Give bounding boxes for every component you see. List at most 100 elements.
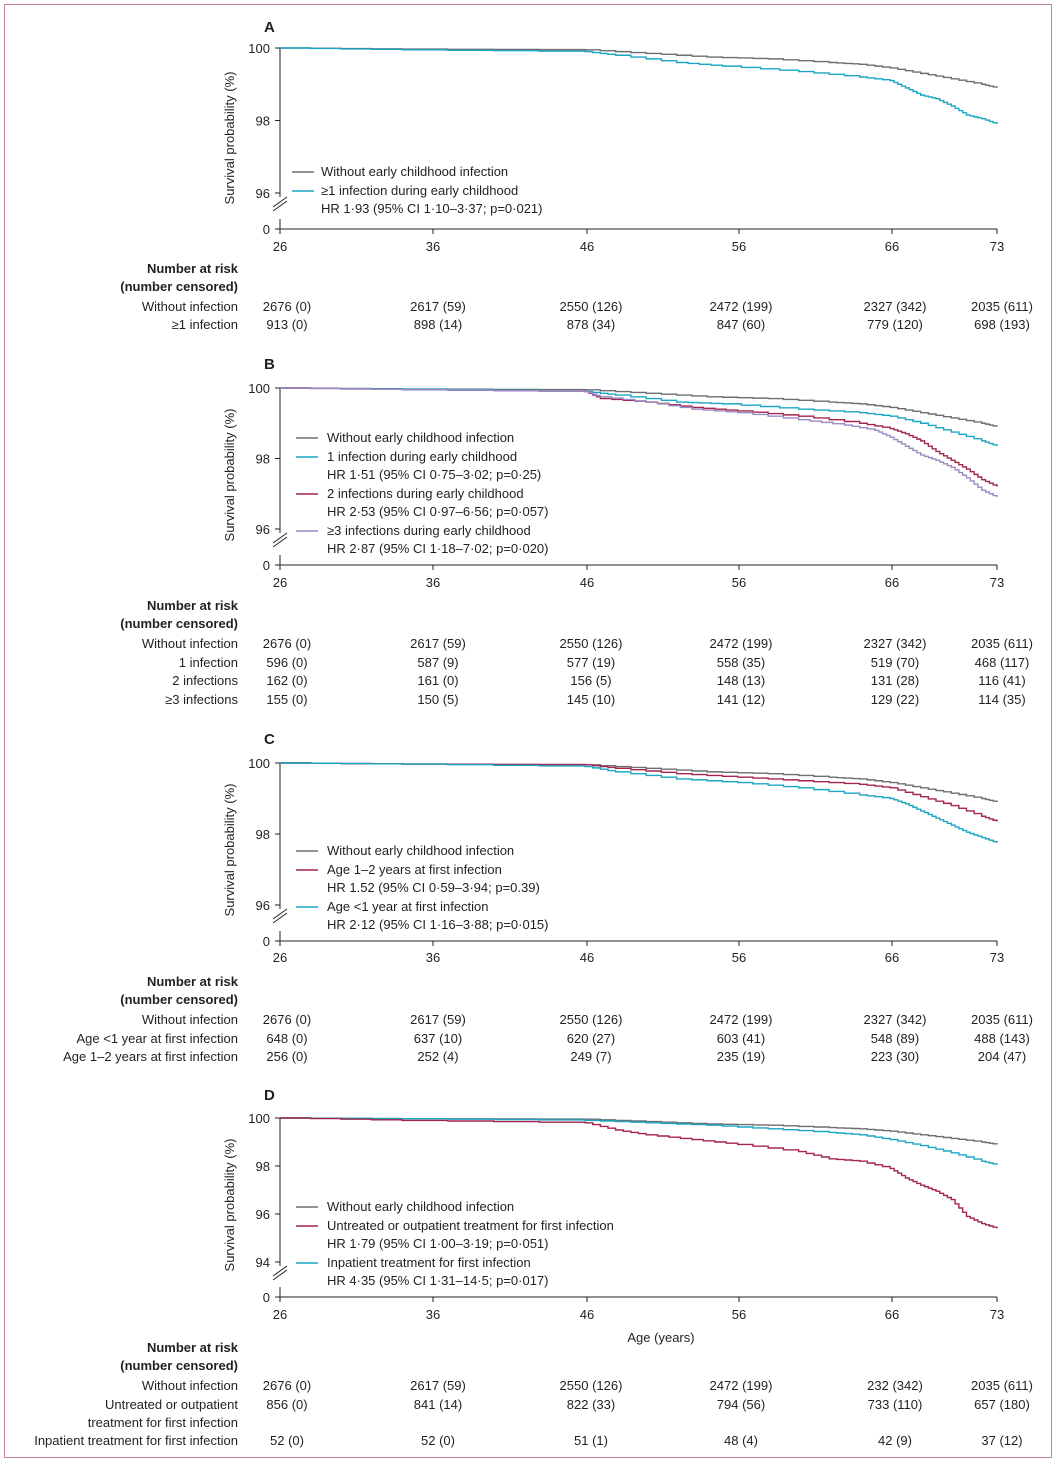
panel-letter: D [264,1087,275,1104]
risk-cell: 2035 (611) [971,299,1033,314]
y-axis-label: Survival probability (%) [222,409,237,542]
risk-cell: 898 (14) [414,317,462,332]
risk-cell: 148 (13) [717,673,765,688]
y-tick-label: 100 [248,41,270,56]
x-tick-label: 73 [990,950,1004,965]
x-tick-label: 46 [580,950,594,965]
x-tick-label: 36 [426,575,440,590]
legend-entry: Without early childhood infection [327,843,514,858]
y-axis-label: Survival probability (%) [222,784,237,917]
risk-cell: 847 (60) [717,317,765,332]
axis-break-mark [272,196,288,212]
x-tick-label: 26 [273,239,287,254]
risk-cell: 2676 (0) [263,299,311,314]
y-tick-label: 96 [256,522,270,537]
risk-row-label: Untreated or outpatient [105,1397,238,1412]
risk-cell: 131 (28) [871,673,919,688]
legend-entry: Without early childhood infection [327,430,514,445]
panel-letter: C [264,731,275,748]
risk-row-label: Age 1–2 years at first infection [63,1049,238,1064]
risk-row-label: 1 infection [179,655,238,670]
risk-cell: 161 (0) [417,673,458,688]
risk-cell: 252 (4) [417,1049,458,1064]
risk-cell: 2327 (342) [864,636,927,651]
risk-cell: 141 (12) [717,692,765,707]
legend-entry: HR 1·51 (95% CI 0·75–3·02; p=0·25) [327,467,541,482]
risk-cell: 2550 (126) [560,1012,623,1027]
risk-row-label: treatment for first infection [88,1415,238,1430]
risk-row-label: 2 infections [172,673,238,688]
risk-cell: 548 (89) [871,1031,919,1046]
risk-cell: 37 (12) [981,1433,1022,1448]
risk-row-label: Age <1 year at first infection [76,1031,238,1046]
x-tick-label: 73 [990,239,1004,254]
legend-entry: ≥1 infection during early childhood [321,183,518,198]
series-line [280,47,998,125]
risk-cell: 603 (41) [717,1031,765,1046]
risk-cell: 145 (10) [567,692,615,707]
risk-cell: 155 (0) [266,692,307,707]
risk-row-label: Without infection [142,299,238,314]
risk-cell: 779 (120) [867,317,923,332]
risk-cell: 648 (0) [266,1031,307,1046]
series-line [280,1117,998,1229]
risk-cell: 2472 (199) [710,1012,773,1027]
risk-cell: 2472 (199) [710,636,773,651]
legend-entry: Age 1–2 years at first infection [327,862,502,877]
risk-cell: 698 (193) [974,317,1030,332]
axis-break-mark [272,532,288,548]
risk-cell: 2035 (611) [971,1378,1033,1393]
risk-cell: 256 (0) [266,1049,307,1064]
risk-cell: 468 (117) [975,655,1030,670]
legend-entry: 2 infections during early childhood [327,486,524,501]
risk-cell: 2676 (0) [263,636,311,651]
x-tick-label: 46 [580,1307,594,1322]
y-tick-label: 100 [248,381,270,396]
x-tick-label: 46 [580,575,594,590]
risk-cell: 2676 (0) [263,1012,311,1027]
x-tick-label: 66 [885,239,899,254]
risk-cell: 856 (0) [266,1397,307,1412]
y-tick-label: 100 [248,756,270,771]
series-line [280,1117,998,1145]
x-tick-label: 36 [426,239,440,254]
legend-entry: Without early childhood infection [327,1199,514,1214]
risk-cell: 2327 (342) [864,299,927,314]
risk-cell: 519 (70) [871,655,919,670]
risk-cell: 129 (22) [871,692,919,707]
x-tick-label: 56 [732,950,746,965]
y-tick-label: 0 [263,1290,270,1305]
y-tick-label: 0 [263,558,270,573]
risk-cell: 42 (9) [878,1433,912,1448]
x-tick-label: 66 [885,950,899,965]
x-tick-label: 56 [732,239,746,254]
risk-cell: 733 (110) [868,1397,923,1412]
y-tick-label: 98 [256,114,270,129]
risk-header: (number censored) [120,279,238,294]
y-tick-label: 96 [256,1207,270,1222]
risk-cell: 204 (47) [978,1049,1026,1064]
series-line [280,387,998,498]
risk-cell: 114 (35) [978,692,1025,707]
risk-header: (number censored) [120,1358,238,1373]
risk-cell: 162 (0) [266,673,307,688]
risk-header: Number at risk [147,598,239,613]
legend-entry: 1 infection during early childhood [327,449,517,464]
panel-letter: B [264,356,275,373]
risk-cell: 620 (27) [567,1031,615,1046]
axis-break-mark [272,1265,288,1281]
risk-cell: 878 (34) [567,317,615,332]
risk-cell: 2676 (0) [263,1378,311,1393]
legend-entry: Inpatient treatment for first infection [327,1255,531,1270]
y-axis-label: Survival probability (%) [222,1139,237,1272]
risk-row-label: ≥3 infections [165,692,238,707]
risk-cell: 52 (0) [270,1433,304,1448]
series-line [280,762,998,822]
risk-header: Number at risk [147,974,239,989]
legend-entry: HR 4·35 (95% CI 1·31–14·5; p=0·017) [327,1273,548,1288]
risk-cell: 116 (41) [978,673,1025,688]
series-line [280,387,998,427]
risk-cell: 488 (143) [974,1031,1030,1046]
x-tick-label: 73 [990,1307,1004,1322]
